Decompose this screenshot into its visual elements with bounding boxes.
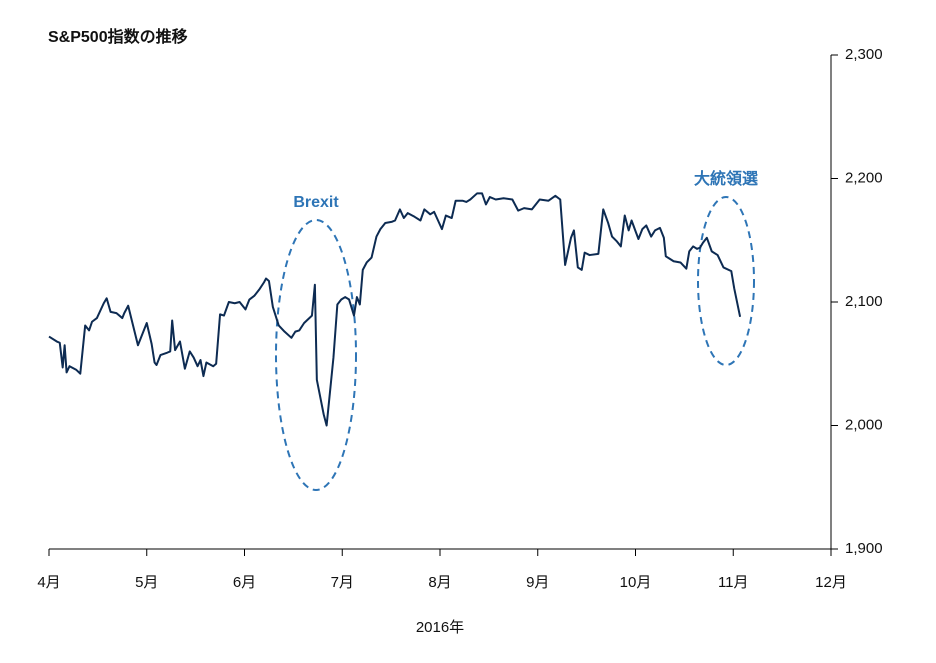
- x-tick-label: 12月: [815, 574, 847, 591]
- chart-title: S&P500指数の推移: [48, 27, 188, 46]
- y-tick-label: 2,100: [845, 293, 883, 310]
- x-tick-label: 8月: [428, 574, 451, 591]
- brexit-ellipse: [275, 219, 357, 491]
- x-tick-label: 4月: [37, 574, 60, 591]
- y-tick-label: 1,900: [845, 540, 883, 557]
- x-tick-label: 5月: [135, 574, 158, 591]
- x-axis-label: 2016年: [416, 619, 464, 636]
- election-ellipse: [697, 196, 755, 366]
- x-tick-label: 6月: [233, 574, 256, 591]
- y-tick-label: 2,300: [845, 46, 883, 63]
- x-tick-label: 11月: [718, 574, 749, 591]
- x-tick-label: 9月: [526, 574, 549, 591]
- annotation: Brexit: [293, 194, 339, 211]
- x-tick-label: 7月: [331, 574, 354, 591]
- y-tick-label: 2,200: [845, 169, 883, 186]
- x-tick-label: 10月: [620, 574, 652, 591]
- annotation: 大統領選: [694, 169, 758, 188]
- y-tick-label: 2,000: [845, 416, 883, 433]
- price-line: [48, 192, 742, 427]
